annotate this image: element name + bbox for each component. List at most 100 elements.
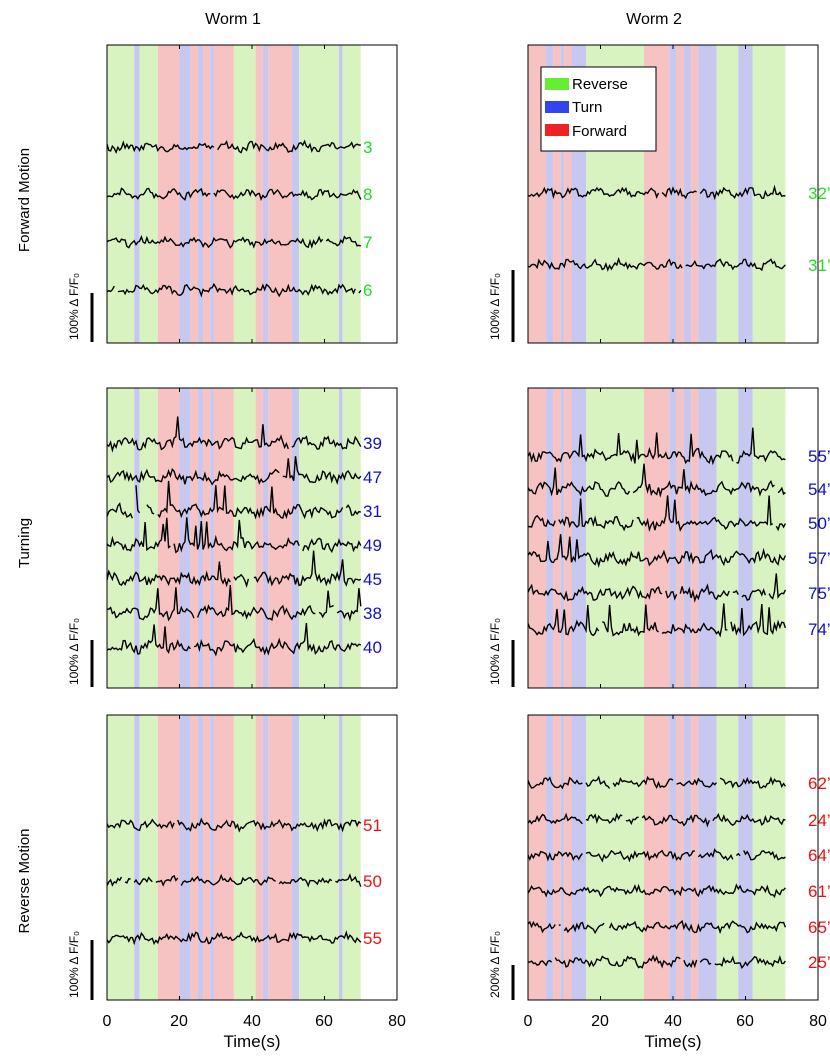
behavior-band-forward — [676, 45, 684, 343]
trace-neuron-57p — [527, 534, 787, 569]
behavior-band-forward — [553, 715, 561, 1000]
behavior-band-reverse — [752, 715, 786, 1000]
behavior-band-reverse — [299, 715, 339, 1000]
trace-neuron-31 — [106, 480, 361, 520]
behavior-band-reverse — [342, 715, 361, 1000]
behavior-band-turn — [560, 388, 565, 688]
neuron-label: 47 — [363, 468, 382, 487]
behavior-band-forward — [157, 715, 180, 1000]
trace-neuron-55p — [527, 427, 786, 466]
neuron-label: 50 — [363, 872, 382, 891]
trace-neuron-51 — [106, 817, 362, 833]
behavior-band-forward — [564, 388, 572, 688]
trace-neuron-62p — [527, 775, 786, 790]
x-tick-label: 0 — [524, 1013, 533, 1030]
behavior-band-turn — [560, 45, 565, 343]
behavior-band-turn — [197, 715, 204, 1000]
behavior-band-turn — [291, 388, 300, 688]
x-tick-label: 20 — [170, 1013, 188, 1030]
behavior-band-reverse — [716, 715, 739, 1000]
behavior-band-turn — [179, 45, 191, 343]
behavior-band-forward — [203, 388, 211, 688]
behavior-band-turn — [134, 45, 140, 343]
behavior-band-turn — [669, 388, 677, 688]
behavior-band-turn — [262, 388, 269, 688]
neuron-label: 40 — [363, 638, 382, 657]
neuron-label: 49 — [363, 536, 382, 555]
scale-bar-label: 100% Δ F/F₀ — [488, 618, 502, 685]
behavior-band-forward — [190, 45, 198, 343]
neuron-label: 65’ — [808, 918, 830, 937]
trace-neuron-61p — [527, 883, 786, 899]
trace-neuron-55 — [106, 930, 362, 946]
behavior-band-turn — [669, 45, 677, 343]
behavior-band-turn — [179, 715, 191, 1000]
neuron-label: 61’ — [808, 882, 830, 901]
column-title-worm-1: Worm 1 — [205, 11, 261, 28]
trace-neuron-54p — [527, 463, 786, 498]
row-title-forward-motion: Forward Motion — [16, 148, 33, 252]
trace-neuron-39 — [106, 416, 362, 453]
neuron-label: 64’ — [808, 846, 830, 865]
behavior-band-forward — [213, 45, 234, 343]
legend-swatch-reverse — [545, 78, 569, 90]
x-tick-label: 80 — [388, 1013, 406, 1030]
scale-bar-label: 100% Δ F/F₀ — [67, 273, 81, 340]
behavior-band-forward — [691, 715, 699, 1000]
neuron-label: 50’ — [808, 514, 830, 533]
neuron-label: 45 — [363, 570, 382, 589]
behavior-band-reverse — [139, 388, 158, 688]
trace-neuron-45 — [106, 550, 362, 588]
trace-neuron-32p — [527, 184, 786, 201]
behavior-band-reverse — [139, 45, 158, 343]
behavior-band-reverse — [586, 388, 644, 688]
neuron-label: 31’ — [808, 256, 830, 275]
trace-neuron-74p — [527, 603, 787, 638]
neuron-label: 3 — [363, 138, 372, 157]
behavior-band-turn — [134, 388, 140, 688]
behavior-band-forward — [203, 715, 211, 1000]
behavior-band-forward — [255, 388, 263, 688]
x-axis-label: Time(s) — [224, 1032, 281, 1051]
legend-label-turn: Turn — [572, 99, 602, 116]
behavior-band-turn — [339, 388, 343, 688]
x-axis-worm-1: 0 20 40 60 80 Time(s) — [103, 1013, 406, 1051]
behavior-band-turn — [210, 45, 214, 343]
trace-neuron-31p — [527, 256, 786, 272]
x-tick-label: 40 — [243, 1013, 261, 1030]
trace-neuron-50p — [527, 495, 787, 532]
x-tick-label: 0 — [103, 1013, 112, 1030]
legend-swatch-forward — [545, 124, 569, 136]
trace-neuron-3 — [106, 139, 361, 155]
column-title-worm-2: Worm 2 — [626, 11, 682, 28]
trace-neuron-47 — [106, 456, 362, 486]
behavior-band-turn — [738, 715, 753, 1000]
behavior-band-turn — [571, 388, 586, 688]
neuron-label: 39 — [363, 434, 382, 453]
scale-bar-label: 100% Δ F/F₀ — [67, 931, 81, 998]
neuron-label: 6 — [363, 281, 372, 300]
panel-worm1-reverse-motion: 51 50 55 100% Δ F/F₀ — [67, 714, 398, 1001]
panel-worm1-forward-motion: 3 8 7 6 100% Δ F/F₀ — [67, 44, 398, 344]
neuron-label: 55 — [363, 929, 382, 948]
x-axis-label: Time(s) — [645, 1032, 702, 1051]
behavior-band-turn — [339, 715, 343, 1000]
behavior-band-forward — [157, 45, 180, 343]
behavior-band-reverse — [752, 388, 786, 688]
trace-neuron-24p — [527, 812, 786, 828]
scale-bar-label: 100% Δ F/F₀ — [488, 273, 502, 340]
behavior-band-forward — [553, 388, 561, 688]
panel-worm1-turning: 39 47 31 49 45 38 40 100% Δ F/F₀ — [67, 387, 398, 689]
behavior-band-turn — [262, 715, 269, 1000]
behavior-band-forward — [268, 388, 292, 688]
legend-label-forward: Forward — [572, 123, 627, 140]
neuron-label: 75’ — [808, 584, 830, 603]
behavior-band-turn — [698, 388, 717, 688]
row-title-turning: Turning — [16, 518, 33, 568]
trace-neuron-25p — [527, 954, 786, 970]
neuron-label: 8 — [363, 185, 372, 204]
x-tick-label: 40 — [664, 1013, 682, 1030]
neuron-label: 54’ — [808, 480, 830, 499]
row-title-reverse-motion: Reverse Motion — [16, 828, 33, 933]
